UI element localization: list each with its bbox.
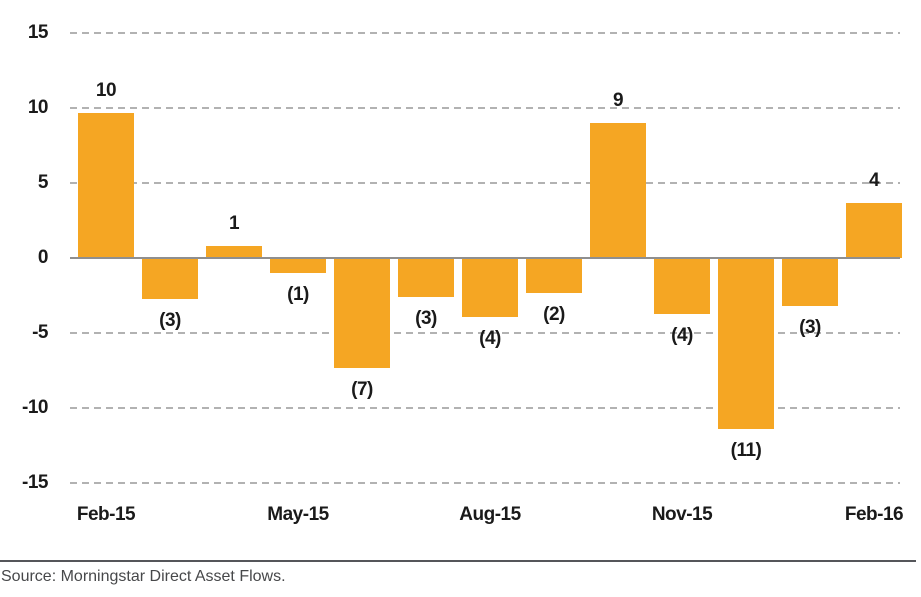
bar-value-label: (1) [287, 284, 309, 305]
bar [142, 258, 198, 299]
y-axis-tick-label: 15 [27, 22, 49, 43]
y-axis-tick-label: -15 [22, 472, 48, 493]
bar [462, 258, 518, 317]
bar-value-label: (7) [351, 378, 373, 400]
x-axis-tick-label: Feb-15 [76, 504, 136, 525]
gridline [70, 407, 900, 409]
gridline [70, 332, 900, 334]
bar-value-label: (11) [730, 440, 762, 461]
gridline [70, 32, 900, 34]
x-axis-tick-label: Aug-15 [459, 504, 521, 525]
bar-value-label: (4) [671, 324, 693, 346]
gridline [70, 182, 900, 184]
source-divider [0, 560, 916, 562]
bar [782, 258, 838, 306]
bar-value-label: 4 [868, 169, 880, 191]
source-caption: Source: Morningstar Direct Asset Flows. [1, 568, 286, 585]
bar [846, 202, 902, 258]
x-axis-tick-label: Nov-15 [651, 504, 713, 525]
bar-value-label: (4) [479, 327, 501, 349]
y-axis-tick-label: 10 [27, 97, 49, 118]
x-axis-tick-label: Feb-16 [844, 504, 904, 525]
x-axis-tick-label: May-15 [267, 504, 329, 525]
bar-value-label: (3) [799, 317, 821, 338]
bar-value-label: (3) [159, 309, 181, 331]
gridline [70, 107, 900, 109]
bar [206, 246, 262, 258]
bar-value-label: 10 [95, 79, 117, 101]
bar-value-label: (3) [415, 308, 437, 329]
x-axis-zero-line [70, 257, 900, 259]
bar [654, 258, 710, 314]
bar-value-label: 1 [228, 213, 240, 234]
bar [334, 258, 390, 368]
bar [398, 258, 454, 297]
bar [526, 258, 582, 293]
bar [270, 258, 326, 273]
bar [718, 258, 774, 429]
y-axis-tick-label: 0 [37, 247, 49, 268]
gridline [70, 482, 900, 484]
y-axis-tick-label: 5 [37, 172, 49, 193]
bar [78, 112, 134, 258]
bar [590, 123, 646, 258]
bar-value-label: (2) [543, 303, 565, 325]
y-axis-tick-label: -10 [22, 397, 48, 418]
y-axis-tick-label: -5 [32, 322, 48, 343]
bar-value-label: 9 [612, 90, 624, 111]
